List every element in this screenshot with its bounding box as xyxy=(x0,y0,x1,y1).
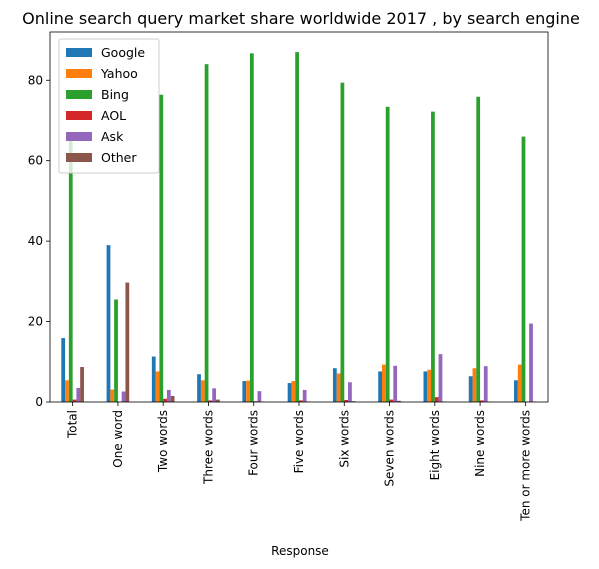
bar-bing-3 xyxy=(204,64,209,403)
x-tick-label: Eight words xyxy=(428,410,442,480)
legend-label-other: Other xyxy=(101,150,137,165)
bar-yahoo-2 xyxy=(155,371,160,402)
legend-label-aol: AOL xyxy=(101,108,126,123)
bar-bing-8 xyxy=(431,111,435,402)
bar-aol-2 xyxy=(163,398,167,402)
x-tick-label: Ten or more words xyxy=(518,410,532,522)
bar-yahoo-10 xyxy=(517,364,522,402)
bar-bing-9 xyxy=(476,96,481,402)
bar-yahoo-5 xyxy=(291,381,296,402)
bar-other-1 xyxy=(125,282,130,402)
x-tick-label: Four words xyxy=(247,410,261,476)
legend-swatch-google xyxy=(66,48,92,57)
y-tick-label: 80 xyxy=(28,73,43,87)
bar-google-4 xyxy=(242,381,247,402)
x-tick-label: One word xyxy=(111,410,125,468)
axes: 0 20 40 60 80 Total One word Two words Three wor… xyxy=(28,31,549,522)
bar-ask-0 xyxy=(76,387,81,402)
bar-yahoo-4 xyxy=(246,380,250,402)
x-tick-label: Two words xyxy=(156,410,170,473)
legend-label-yahoo: Yahoo xyxy=(100,66,138,81)
bars xyxy=(61,52,537,403)
bar-google-6 xyxy=(332,368,337,402)
bar-bing-10 xyxy=(521,136,526,402)
legend-swatch-yahoo xyxy=(66,69,92,78)
bar-bing-6 xyxy=(340,82,345,403)
bar-aol-5 xyxy=(299,400,303,402)
legend-swatch-other xyxy=(66,153,92,162)
bar-google-1 xyxy=(106,245,111,402)
bar-aol-7 xyxy=(389,399,394,402)
bar-aol-6 xyxy=(344,399,349,402)
bar-google-7 xyxy=(378,371,382,402)
bar-aol-3 xyxy=(208,400,213,402)
legend-swatch-bing xyxy=(66,90,92,99)
x-tick-label: Nine words xyxy=(473,410,487,477)
bar-bing-7 xyxy=(385,106,390,403)
bar-yahoo-1 xyxy=(110,389,115,402)
bar-ask-9 xyxy=(483,366,488,402)
legend: Google Yahoo Bing AOL Ask Other xyxy=(58,38,160,174)
bar-aol-0 xyxy=(72,399,77,402)
bar-bing-0 xyxy=(68,140,73,402)
x-tick-label: Seven words xyxy=(383,410,397,487)
bar-yahoo-8 xyxy=(427,369,432,402)
bar-google-8 xyxy=(423,371,428,402)
x-axis-label: Response xyxy=(271,544,329,558)
bar-other-2 xyxy=(170,395,175,402)
bar-other-0 xyxy=(80,367,84,402)
bar-ask-1 xyxy=(121,391,126,402)
bar-google-3 xyxy=(197,374,201,402)
bar-aol-8 xyxy=(434,397,439,402)
legend-label-google: Google xyxy=(101,45,145,60)
y-tick-label: 0 xyxy=(35,395,43,409)
bar-google-5 xyxy=(287,383,292,402)
bar-other-3 xyxy=(216,399,220,402)
bar-ask-8 xyxy=(438,354,443,402)
legend-swatch-aol xyxy=(66,111,92,120)
bar-google-10 xyxy=(514,380,518,402)
bar-ask-6 xyxy=(348,382,352,402)
y-tick-label: 60 xyxy=(28,154,43,168)
bar-yahoo-6 xyxy=(336,373,341,402)
chart-title: Online search query market share worldwi… xyxy=(22,9,580,28)
bar-bing-4 xyxy=(249,53,254,402)
bar-ask-3 xyxy=(212,388,216,402)
bar-ask-7 xyxy=(393,365,398,402)
bar-other-7 xyxy=(397,400,401,402)
bar-google-0 xyxy=(61,338,66,402)
bar-yahoo-3 xyxy=(200,380,205,402)
bar-ask-4 xyxy=(257,391,262,402)
y-tick-label: 20 xyxy=(28,315,43,329)
bar-ask-2 xyxy=(166,389,171,402)
x-tick-label: Three words xyxy=(201,410,215,485)
bar-aol-9 xyxy=(480,400,484,402)
bar-yahoo-9 xyxy=(472,368,477,402)
bar-bing-1 xyxy=(114,299,118,402)
x-tick-label: Five words xyxy=(292,410,306,473)
x-tick-label: Total xyxy=(66,410,80,439)
bar-ask-10 xyxy=(529,323,533,402)
y-tick-label: 40 xyxy=(28,234,43,248)
bar-ask-5 xyxy=(302,389,307,402)
legend-label-ask: Ask xyxy=(101,129,124,144)
legend-label-bing: Bing xyxy=(101,87,129,102)
bar-bing-5 xyxy=(295,52,299,403)
bar-google-2 xyxy=(151,356,156,402)
bar-google-9 xyxy=(468,376,473,402)
bar-bing-2 xyxy=(159,94,164,403)
bar-yahoo-7 xyxy=(382,364,386,402)
x-tick-label: Six words xyxy=(337,410,351,468)
bar-yahoo-0 xyxy=(65,380,69,402)
legend-swatch-ask xyxy=(66,132,92,141)
